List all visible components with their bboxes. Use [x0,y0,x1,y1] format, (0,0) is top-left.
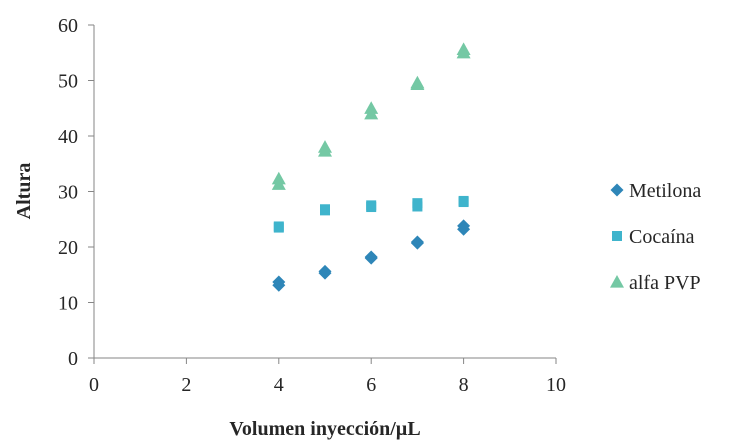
legend-marker [610,183,624,197]
axes [88,24,557,364]
data-point [364,106,379,120]
data-point [273,222,284,233]
y-tick-label: 20 [58,237,78,259]
y-tick-label: 10 [58,293,78,315]
x-tick-label: 0 [89,374,99,396]
y-tick-label: 0 [68,348,78,370]
y-tick-label: 60 [58,15,78,37]
legend-item: alfa PVP [610,272,701,294]
x-tick-label: 10 [546,374,566,396]
y-tick-labels: 0 10 20 30 40 50 60 [58,15,78,370]
series-diamond [272,219,471,292]
y-tick-label: 40 [58,126,78,148]
legend-marker [610,275,624,288]
series-triangle [271,42,471,190]
x-tick-label: 8 [459,374,469,396]
data-point [457,222,471,236]
data-points [271,42,471,292]
data-point [366,202,377,213]
legend-label: Cocaína [629,226,695,248]
y-tick-label: 30 [58,182,78,204]
legend-label: alfa PVP [629,272,701,294]
data-point [318,266,332,280]
legend-item: Cocaína [612,226,695,248]
data-point [410,77,425,90]
y-tick-label: 50 [58,71,78,93]
legend: Metilona Cocaína alfa PVP [610,180,701,294]
data-point [272,278,286,292]
x-tick-label: 2 [181,374,191,396]
x-tick-labels: 0 2 4 6 8 10 [89,374,566,396]
data-point [456,45,471,59]
data-point [320,205,330,216]
legend-marker [612,231,622,241]
legend-item: Metilona [610,180,701,202]
data-point [412,201,423,212]
y-axis-title: Altura [13,163,35,220]
data-point [271,177,286,190]
data-point [318,143,332,157]
data-point [410,236,424,250]
legend-label: Metilona [629,180,701,202]
x-tick-label: 4 [274,374,284,396]
data-point [364,251,378,265]
x-axis-title: Volumen inyección/µL [229,418,420,440]
data-point [458,197,469,208]
series-square [273,195,469,233]
x-tick-label: 6 [366,374,376,396]
